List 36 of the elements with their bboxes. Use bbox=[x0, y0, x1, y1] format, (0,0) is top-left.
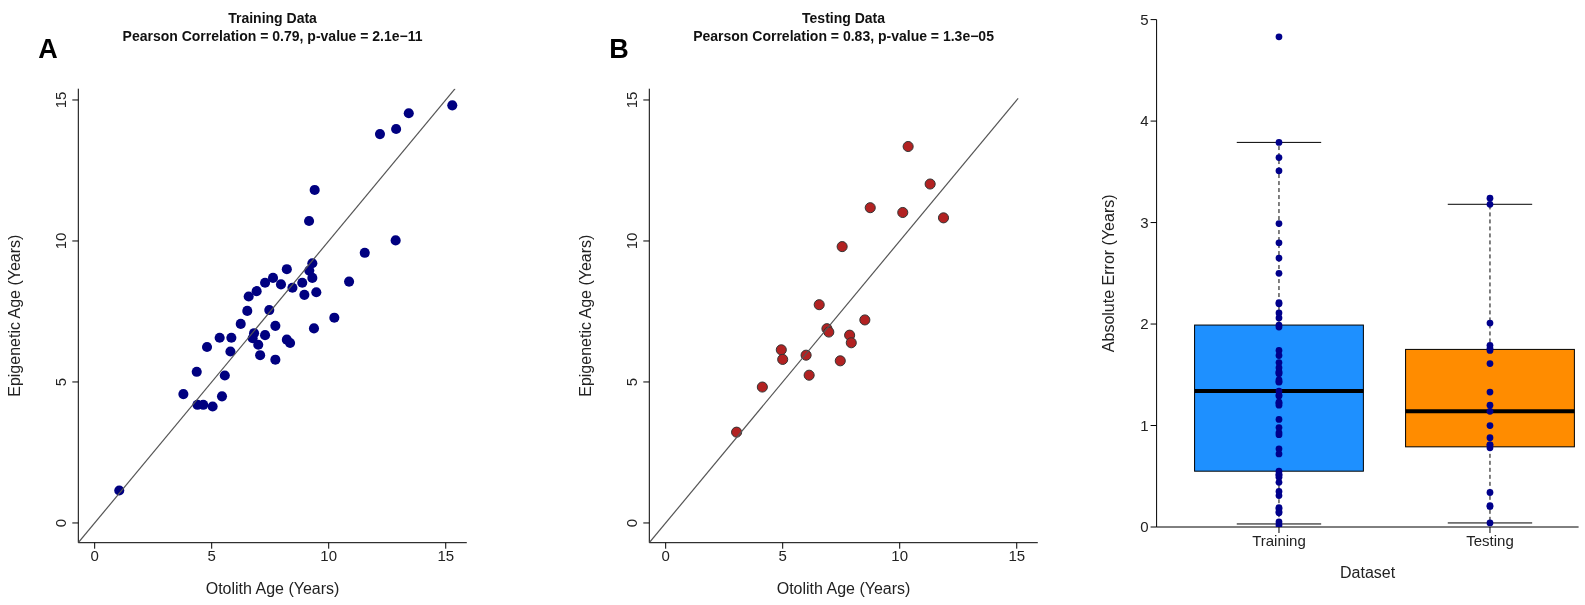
y-tick-label: 0 bbox=[623, 518, 641, 528]
x-tick-label: 0 bbox=[90, 547, 99, 565]
x-tick-label: 15 bbox=[437, 547, 455, 565]
y-tick-label: 2 bbox=[1140, 315, 1149, 333]
y-tick-label: 10 bbox=[623, 232, 641, 250]
x-axis-title: Otolith Age (Years) bbox=[776, 579, 911, 597]
y-tick-label: 3 bbox=[1140, 213, 1149, 231]
y-tick-label: 10 bbox=[52, 232, 70, 250]
x-tick-label: 15 bbox=[1008, 547, 1026, 565]
y-tick-label: 0 bbox=[52, 518, 70, 528]
chart-subtitle: Pearson Correlation = 0.83, p-value = 1.3e−05 bbox=[693, 28, 994, 44]
y-axis-title: Epigenetic Age (Years) bbox=[576, 234, 594, 397]
y-tick-label: 15 bbox=[623, 91, 641, 109]
chart-title: Training Data bbox=[227, 10, 318, 26]
y-tick-label: 1 bbox=[1140, 416, 1149, 434]
x-tick-label: Testing bbox=[1466, 531, 1514, 549]
x-tick-label: Training bbox=[1252, 531, 1306, 549]
x-tick-label: 0 bbox=[661, 547, 670, 565]
text: A bbox=[38, 34, 58, 65]
y-tick-label: 15 bbox=[52, 91, 70, 109]
y-tick-label: 0 bbox=[1140, 518, 1149, 536]
y-tick-label: 5 bbox=[1140, 10, 1149, 28]
chart-subtitle: Pearson Correlation = 0.79, p-value = 2.1e−11 bbox=[122, 28, 423, 44]
y-tick-label: 5 bbox=[623, 377, 641, 387]
x-axis-title: Otolith Age (Years) bbox=[205, 579, 340, 597]
x-tick-label: 5 bbox=[207, 547, 216, 565]
x-tick-label: 10 bbox=[891, 547, 909, 565]
y-axis-title: Absolute Error (Years) bbox=[1100, 194, 1118, 353]
y-tick-label: 5 bbox=[52, 377, 70, 387]
x-tick-label: 5 bbox=[778, 547, 787, 565]
chart-title: Testing Data bbox=[801, 10, 887, 26]
text: B bbox=[609, 34, 629, 65]
x-tick-label: 10 bbox=[320, 547, 338, 565]
y-axis-title: Epigenetic Age (Years) bbox=[5, 234, 23, 397]
x-axis-title: Dataset bbox=[1340, 564, 1396, 581]
y-tick-label: 4 bbox=[1140, 112, 1149, 130]
